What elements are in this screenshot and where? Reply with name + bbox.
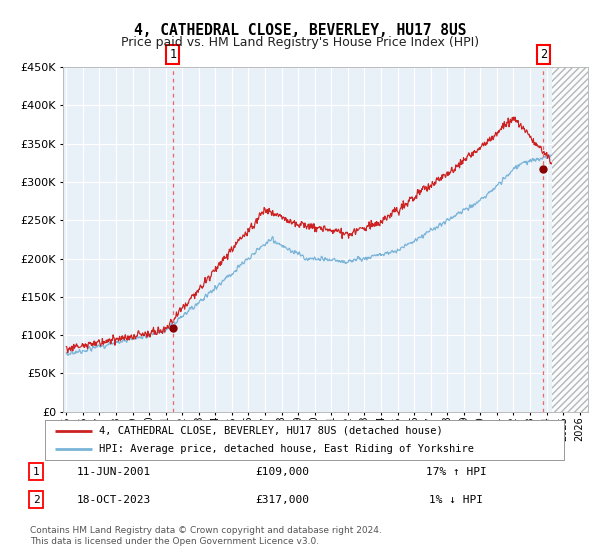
Text: £317,000: £317,000 — [255, 494, 309, 505]
Text: 1% ↓ HPI: 1% ↓ HPI — [429, 494, 483, 505]
Text: HPI: Average price, detached house, East Riding of Yorkshire: HPI: Average price, detached house, East… — [100, 445, 475, 454]
Text: 18-OCT-2023: 18-OCT-2023 — [77, 494, 151, 505]
Text: 11-JUN-2001: 11-JUN-2001 — [77, 466, 151, 477]
Text: 4, CATHEDRAL CLOSE, BEVERLEY, HU17 8US: 4, CATHEDRAL CLOSE, BEVERLEY, HU17 8US — [134, 23, 466, 38]
Text: Contains HM Land Registry data © Crown copyright and database right 2024.
This d: Contains HM Land Registry data © Crown c… — [30, 526, 382, 546]
Text: 2: 2 — [32, 494, 40, 505]
Text: 4, CATHEDRAL CLOSE, BEVERLEY, HU17 8US (detached house): 4, CATHEDRAL CLOSE, BEVERLEY, HU17 8US (… — [100, 426, 443, 436]
Text: 1: 1 — [32, 466, 40, 477]
Text: 17% ↑ HPI: 17% ↑ HPI — [425, 466, 487, 477]
Text: 1: 1 — [169, 48, 176, 61]
Text: £109,000: £109,000 — [255, 466, 309, 477]
Text: Price paid vs. HM Land Registry's House Price Index (HPI): Price paid vs. HM Land Registry's House … — [121, 36, 479, 49]
Text: 2: 2 — [540, 48, 547, 61]
